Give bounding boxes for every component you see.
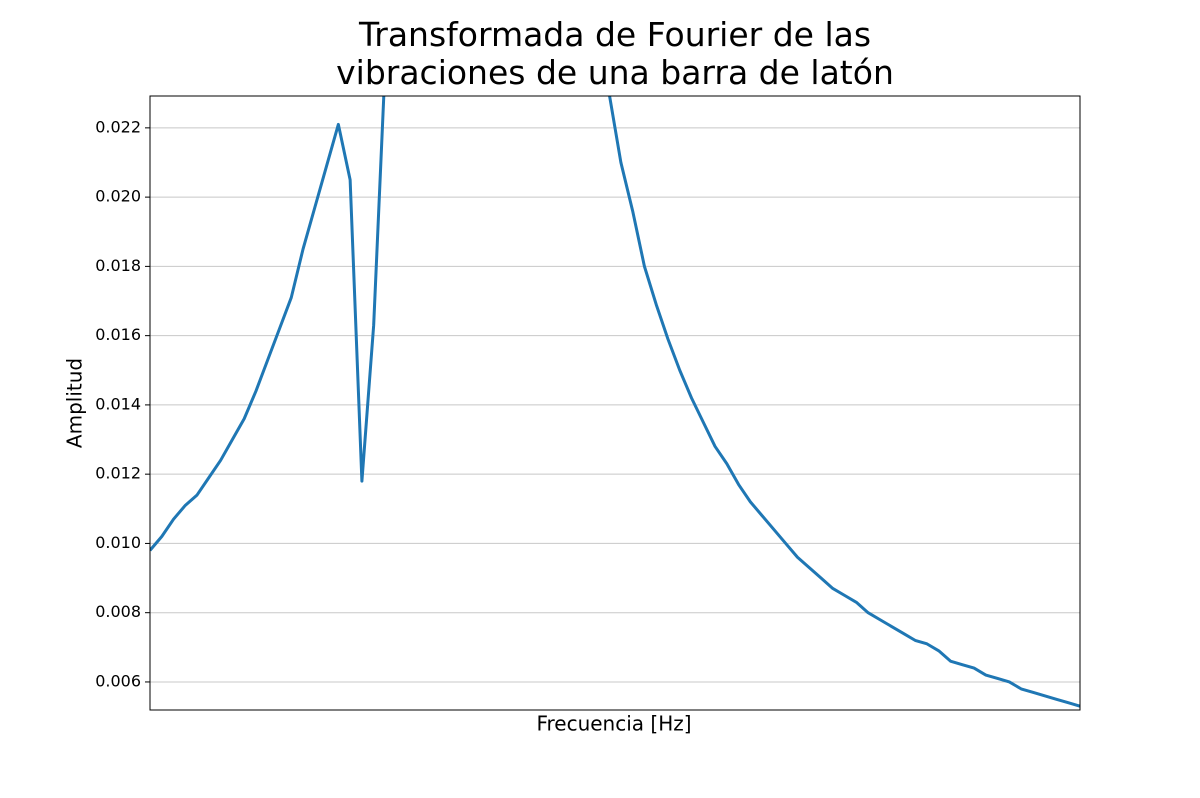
line-series <box>150 96 1080 708</box>
y-tick-label: 0.020 <box>95 187 141 206</box>
y-axis-label: Amplitud <box>63 358 87 448</box>
grid <box>150 127 1080 683</box>
chart-title: Transformada de Fourier de las vibracion… <box>336 15 894 92</box>
y-tick-label: 0.016 <box>95 325 141 344</box>
plot-area <box>150 96 1080 708</box>
plot-frame <box>149 95 1081 711</box>
y-tick-label: 0.014 <box>95 394 141 413</box>
y-tick-label: 0.012 <box>95 464 141 483</box>
y-tick-label: 0.008 <box>95 602 141 621</box>
y-tick-label: 0.022 <box>95 117 141 136</box>
y-tick-label: 0.010 <box>95 533 141 552</box>
x-axis-label: Frecuencia [Hz] <box>536 712 691 736</box>
y-tick-label: 0.006 <box>95 671 141 690</box>
y-tick-label: 0.018 <box>95 256 141 275</box>
